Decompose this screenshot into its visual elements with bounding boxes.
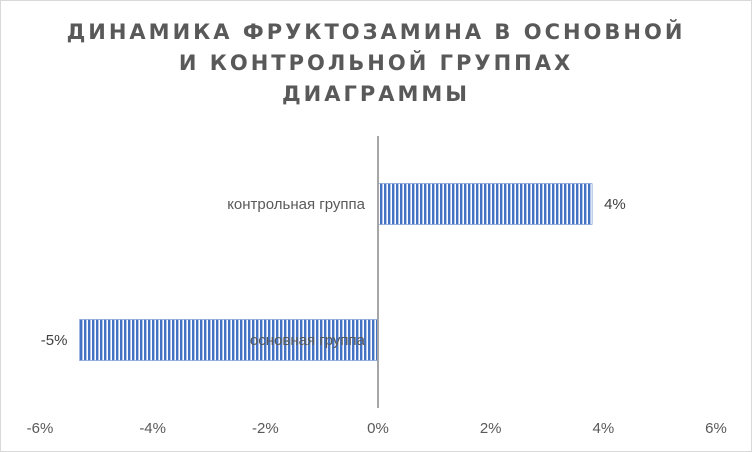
x-tick-label: -4%	[139, 420, 166, 437]
chart-title-line-1: ДИНАМИКА ФРУКТОЗАМИНА В ОСНОВНОЙ	[66, 20, 686, 44]
bar-main-group	[79, 319, 379, 361]
chart-title-line-2: И КОНТРОЛЬНОЙ ГРУППАХ	[178, 51, 574, 75]
category-label: основная группа	[250, 332, 366, 349]
category-label: контрольная группа	[227, 196, 365, 213]
x-tick-label: 2%	[480, 420, 502, 437]
x-tick-label: -2%	[252, 420, 279, 437]
data-label: 4%	[604, 196, 626, 213]
data-label: -5%	[41, 332, 68, 349]
x-tick-label: 4%	[592, 420, 614, 437]
x-tick-label: 0%	[367, 420, 389, 437]
chart-title-line-3: ДИАГРАММЫ	[281, 82, 471, 106]
chart-title: ДИНАМИКА ФРУКТОЗАМИНА В ОСНОВНОЙ И КОНТР…	[61, 17, 691, 110]
x-tick-label: -6%	[27, 420, 54, 437]
bar-control-group	[377, 183, 593, 225]
x-tick-label: 6%	[705, 420, 727, 437]
